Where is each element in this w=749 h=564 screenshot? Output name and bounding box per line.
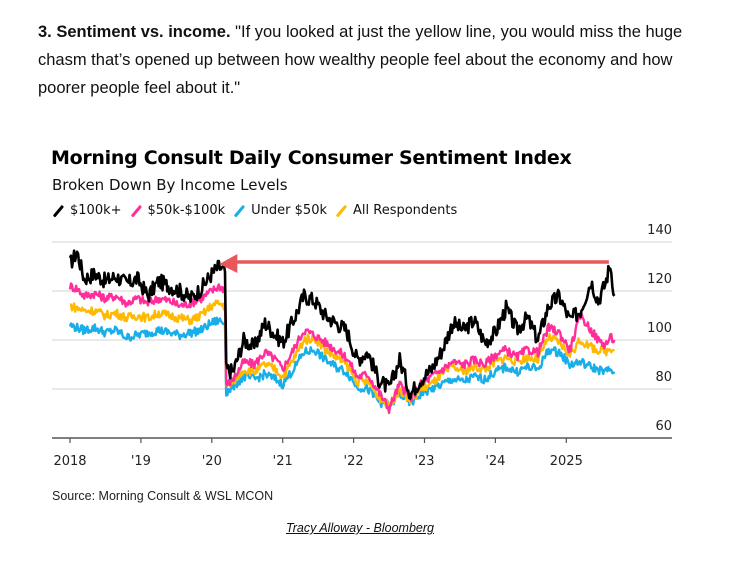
chart-legend: $100k+ $50k-$100k Under $50k All Respond… [52, 203, 465, 218]
y-tick-label: 60 [655, 419, 672, 434]
series-lines [68, 249, 616, 415]
y-tick-label: 120 [647, 272, 672, 287]
x-tick-label: '23 [414, 454, 434, 469]
legend-label: $50k-$100k [147, 203, 226, 218]
y-tick-label: 140 [647, 223, 672, 238]
legend-item-100k-plus: $100k+ [52, 203, 122, 218]
x-tick-label: '19 [131, 454, 151, 469]
intro-quote: "If you looked at just the yellow line, … [38, 23, 683, 97]
x-tick-label: '20 [202, 454, 222, 469]
x-tick-label: 2018 [53, 454, 86, 469]
chart-source: Source: Morning Consult & WSL MCON [52, 489, 274, 503]
series-line-0 [68, 249, 616, 400]
y-tick-label: 100 [647, 321, 672, 336]
legend-label: All Respondents [353, 203, 458, 218]
intro-paragraph: 3. Sentiment vs. income. "If you looked … [38, 18, 718, 102]
x-tick-label: '21 [273, 454, 293, 469]
legend-item-under-50k: Under $50k [233, 203, 327, 218]
legend-item-all-respondents: All Respondents [335, 203, 457, 218]
series-line-2 [68, 316, 616, 410]
x-tick-label: 2025 [550, 454, 583, 469]
chart-subtitle: Broken Down By Income Levels [52, 176, 288, 194]
grid-lines: 60 80 100 120 140 [52, 223, 672, 434]
series-line-3 [69, 299, 615, 409]
y-tick-label: 80 [655, 370, 672, 385]
chart-title: Morning Consult Daily Consumer Sentiment… [51, 147, 572, 169]
x-tick-label: '24 [485, 454, 505, 469]
legend-label: Under $50k [251, 203, 327, 218]
credit-link[interactable]: Tracy Alloway - Bloomberg [286, 521, 434, 535]
arrow-head-icon [219, 254, 238, 273]
legend-label: $100k+ [70, 203, 122, 218]
legend-item-50k-100k: $50k-$100k [130, 203, 226, 218]
intro-lead: 3. Sentiment vs. income. [38, 23, 231, 41]
annotation [219, 254, 609, 273]
x-tick-label: '22 [344, 454, 364, 469]
x-axis: 2018 '19 '20 '21 '22 '23 '24 2025 [52, 437, 672, 469]
series-line-1 [68, 282, 616, 415]
